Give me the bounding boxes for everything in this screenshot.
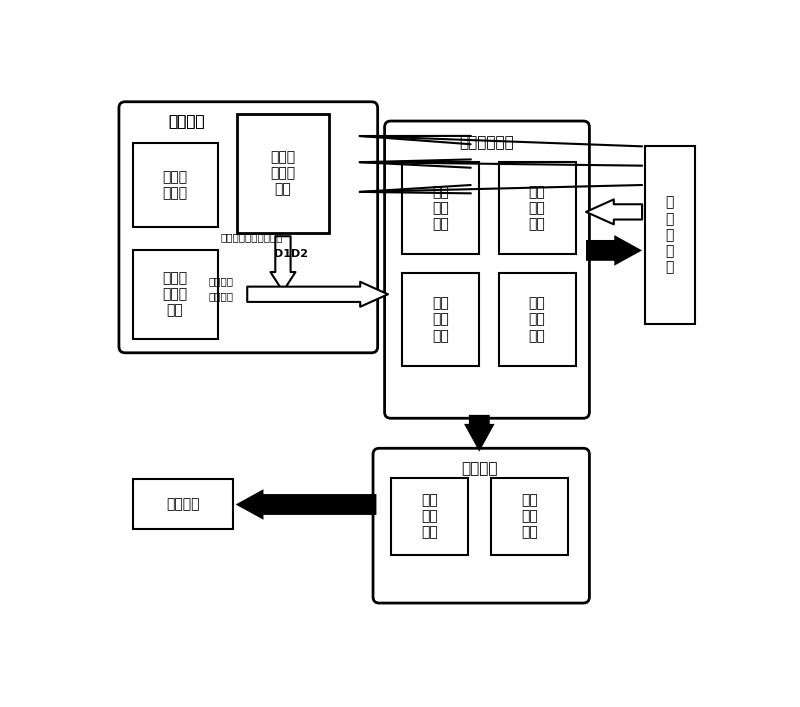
Bar: [133, 143, 218, 227]
Text: D1D2: D1D2: [274, 250, 308, 259]
Bar: [491, 477, 568, 554]
FancyBboxPatch shape: [119, 102, 378, 353]
Bar: [237, 114, 329, 233]
Text: 病人当日七点血糖数据: 病人当日七点血糖数据: [221, 233, 283, 243]
Bar: [133, 479, 233, 529]
FancyBboxPatch shape: [373, 448, 590, 603]
Bar: [133, 250, 218, 339]
Bar: [498, 162, 575, 255]
Text: 输出模块: 输出模块: [461, 461, 498, 476]
Text: 曲线
输出
单元: 曲线 输出 单元: [421, 493, 438, 539]
Text: 曲线
拟合
单元: 曲线 拟合 单元: [529, 185, 546, 231]
Text: 方案
选择
单元: 方案 选择 单元: [433, 296, 449, 343]
Bar: [390, 477, 468, 554]
Text: 输入模块: 输入模块: [169, 115, 205, 129]
Bar: [402, 274, 479, 366]
Bar: [498, 274, 575, 366]
Text: 菜单管
理单元: 菜单管 理单元: [162, 170, 188, 200]
Text: 数据处理模块: 数据处理模块: [460, 135, 514, 150]
Text: 曲线
生成
单元: 曲线 生成 单元: [433, 185, 449, 231]
Text: 数
据
库
模
块: 数 据 库 模 块: [666, 196, 674, 274]
Text: 输入模块: 输入模块: [169, 115, 205, 129]
Bar: [402, 162, 479, 255]
Text: 数据导入: 数据导入: [209, 291, 234, 302]
Bar: [645, 146, 695, 324]
Text: 自动输
入界面
单元: 自动输 入界面 单元: [162, 271, 188, 317]
Text: 显示模块: 显示模块: [166, 498, 200, 511]
Text: 动态血糖: 动态血糖: [209, 276, 234, 286]
FancyBboxPatch shape: [385, 121, 590, 419]
Text: 手动输
入界面
单元: 手动输 入界面 单元: [270, 150, 295, 197]
Text: 用量
计算
单元: 用量 计算 单元: [529, 296, 546, 343]
Text: 方案
输出
单元: 方案 输出 单元: [521, 493, 538, 539]
